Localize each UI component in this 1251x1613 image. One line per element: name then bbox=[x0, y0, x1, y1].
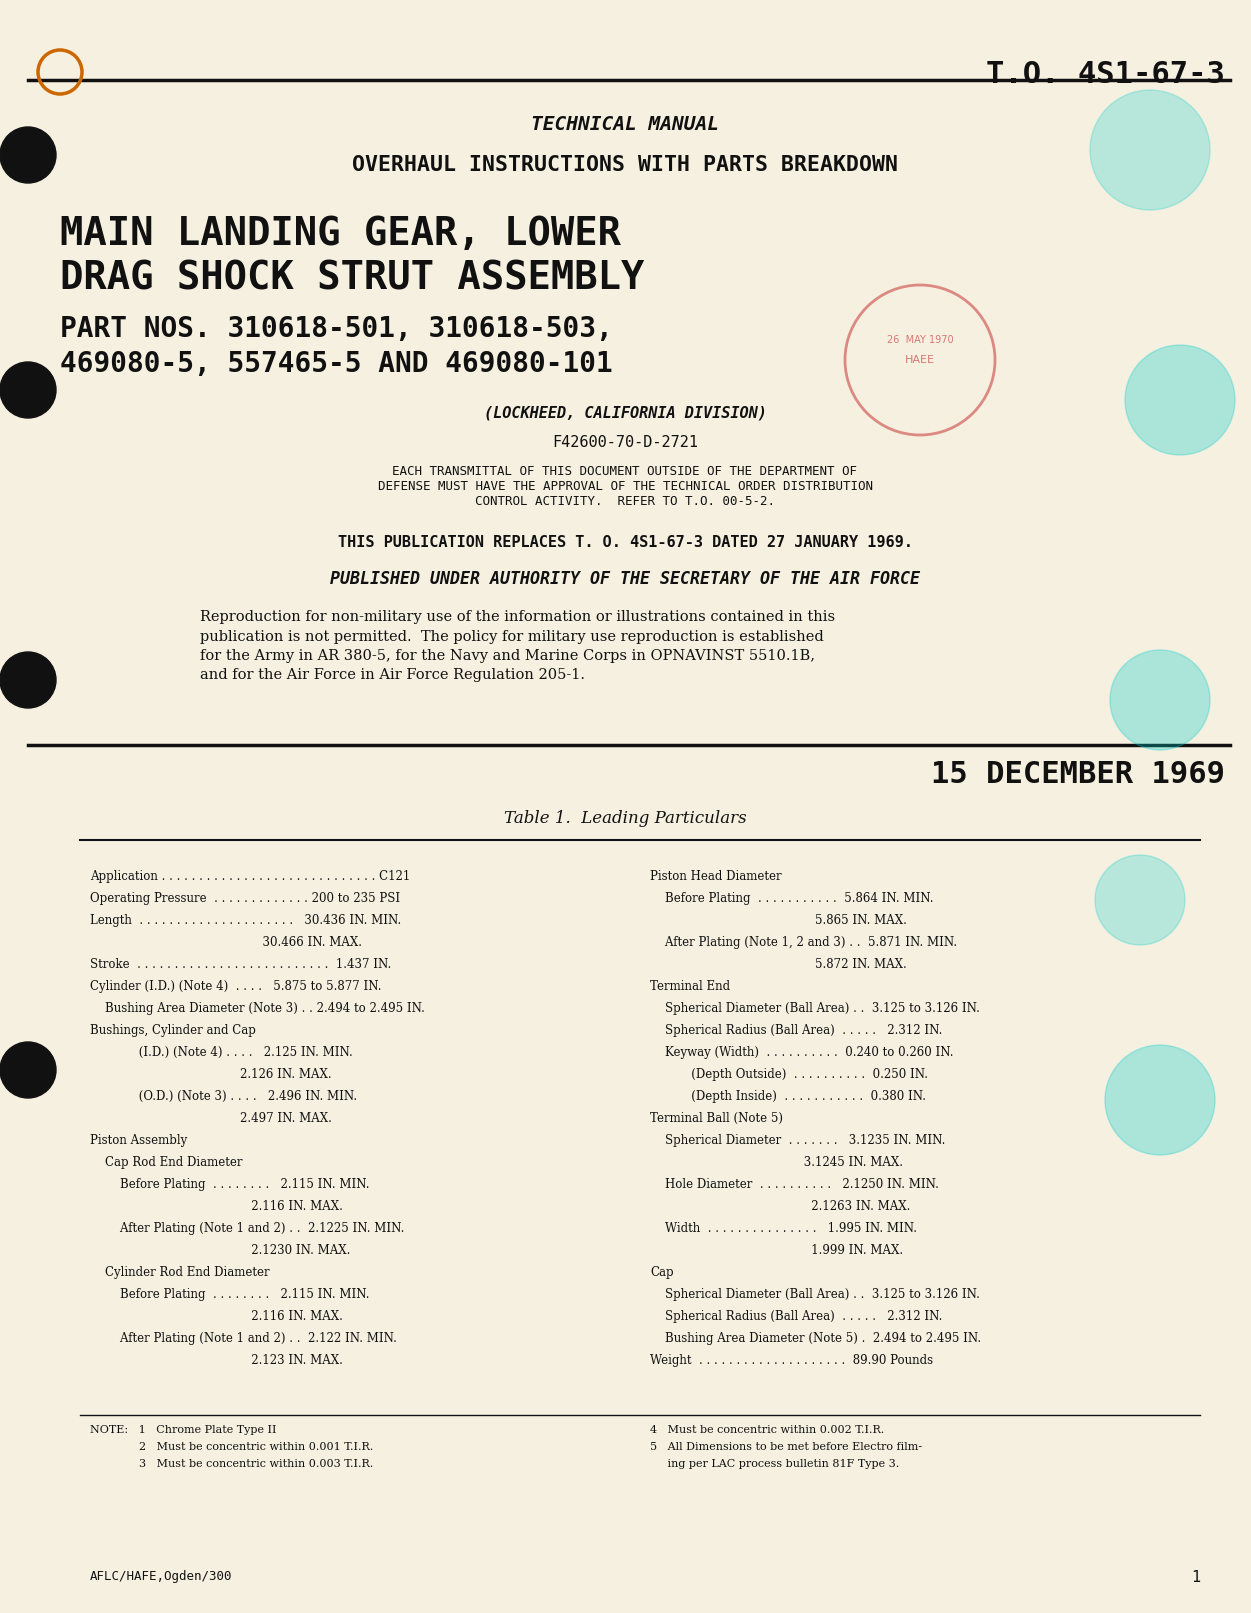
Text: After Plating (Note 1, 2 and 3) . .  5.871 IN. MIN.: After Plating (Note 1, 2 and 3) . . 5.87… bbox=[651, 936, 957, 948]
Text: EACH TRANSMITTAL OF THIS DOCUMENT OUTSIDE OF THE DEPARTMENT OF
DEFENSE MUST HAVE: EACH TRANSMITTAL OF THIS DOCUMENT OUTSID… bbox=[378, 465, 872, 508]
Text: NOTE:   1   Chrome Plate Type II: NOTE: 1 Chrome Plate Type II bbox=[90, 1424, 276, 1436]
Text: Before Plating  . . . . . . . .   2.115 IN. MIN.: Before Plating . . . . . . . . 2.115 IN.… bbox=[90, 1177, 369, 1190]
Text: 4   Must be concentric within 0.002 T.I.R.: 4 Must be concentric within 0.002 T.I.R. bbox=[651, 1424, 884, 1436]
Text: Terminal Ball (Note 5): Terminal Ball (Note 5) bbox=[651, 1111, 783, 1124]
Text: Reproduction for non-military use of the information or illustrations contained : Reproduction for non-military use of the… bbox=[200, 610, 836, 682]
Text: Operating Pressure  . . . . . . . . . . . . . 200 to 235 PSI: Operating Pressure . . . . . . . . . . .… bbox=[90, 892, 400, 905]
Circle shape bbox=[1090, 90, 1210, 210]
Text: AFLC/HAFE,Ogden/300: AFLC/HAFE,Ogden/300 bbox=[90, 1569, 233, 1582]
Text: Length  . . . . . . . . . . . . . . . . . . . . .   30.436 IN. MIN.: Length . . . . . . . . . . . . . . . . .… bbox=[90, 915, 402, 927]
Text: Cap Rod End Diameter: Cap Rod End Diameter bbox=[90, 1157, 243, 1169]
Text: 2.116 IN. MAX.: 2.116 IN. MAX. bbox=[90, 1310, 343, 1323]
Text: ing per LAC process bulletin 81F Type 3.: ing per LAC process bulletin 81F Type 3. bbox=[651, 1460, 899, 1469]
Circle shape bbox=[1110, 650, 1210, 750]
Text: F42600-70-D-2721: F42600-70-D-2721 bbox=[552, 436, 698, 450]
Text: 5.872 IN. MAX.: 5.872 IN. MAX. bbox=[651, 958, 907, 971]
Text: 2.1263 IN. MAX.: 2.1263 IN. MAX. bbox=[651, 1200, 911, 1213]
Circle shape bbox=[0, 361, 56, 418]
Text: THIS PUBLICATION REPLACES T. O. 4S1-67-3 DATED 27 JANUARY 1969.: THIS PUBLICATION REPLACES T. O. 4S1-67-3… bbox=[338, 536, 912, 550]
Text: 26  MAY 1970: 26 MAY 1970 bbox=[887, 336, 953, 345]
Text: 3   Must be concentric within 0.003 T.I.R.: 3 Must be concentric within 0.003 T.I.R. bbox=[90, 1460, 373, 1469]
Text: Cylinder Rod End Diameter: Cylinder Rod End Diameter bbox=[90, 1266, 270, 1279]
Text: (I.D.) (Note 4) . . . .   2.125 IN. MIN.: (I.D.) (Note 4) . . . . 2.125 IN. MIN. bbox=[90, 1045, 353, 1060]
Text: 2.126 IN. MAX.: 2.126 IN. MAX. bbox=[90, 1068, 332, 1081]
Circle shape bbox=[1125, 345, 1235, 455]
Text: After Plating (Note 1 and 2) . .  2.1225 IN. MIN.: After Plating (Note 1 and 2) . . 2.1225 … bbox=[90, 1223, 404, 1236]
Text: 5   All Dimensions to be met before Electro film-: 5 All Dimensions to be met before Electr… bbox=[651, 1442, 922, 1452]
Text: Application . . . . . . . . . . . . . . . . . . . . . . . . . . . . . C121: Application . . . . . . . . . . . . . . … bbox=[90, 869, 410, 882]
Text: Spherical Diameter (Ball Area) . .  3.125 to 3.126 IN.: Spherical Diameter (Ball Area) . . 3.125… bbox=[651, 1002, 980, 1015]
Text: Terminal End: Terminal End bbox=[651, 981, 731, 994]
Text: 2.1230 IN. MAX.: 2.1230 IN. MAX. bbox=[90, 1244, 350, 1257]
Text: Before Plating  . . . . . . . .   2.115 IN. MIN.: Before Plating . . . . . . . . 2.115 IN.… bbox=[90, 1289, 369, 1302]
Text: 1: 1 bbox=[1191, 1569, 1200, 1586]
Text: Bushing Area Diameter (Note 5) .  2.494 to 2.495 IN.: Bushing Area Diameter (Note 5) . 2.494 t… bbox=[651, 1332, 981, 1345]
Text: T.O. 4S1-67-3: T.O. 4S1-67-3 bbox=[986, 60, 1225, 89]
Circle shape bbox=[1095, 855, 1185, 945]
Text: PART NOS. 310618-501, 310618-503,: PART NOS. 310618-501, 310618-503, bbox=[60, 315, 613, 344]
Text: 2   Must be concentric within 0.001 T.I.R.: 2 Must be concentric within 0.001 T.I.R. bbox=[90, 1442, 373, 1452]
Text: After Plating (Note 1 and 2) . .  2.122 IN. MIN.: After Plating (Note 1 and 2) . . 2.122 I… bbox=[90, 1332, 397, 1345]
Text: 5.865 IN. MAX.: 5.865 IN. MAX. bbox=[651, 915, 907, 927]
Text: 2.497 IN. MAX.: 2.497 IN. MAX. bbox=[90, 1111, 332, 1124]
Text: Weight  . . . . . . . . . . . . . . . . . . . .  89.90 Pounds: Weight . . . . . . . . . . . . . . . . .… bbox=[651, 1353, 933, 1366]
Text: Spherical Radius (Ball Area)  . . . . .   2.312 IN.: Spherical Radius (Ball Area) . . . . . 2… bbox=[651, 1024, 942, 1037]
Text: HAEE: HAEE bbox=[904, 355, 934, 365]
Text: Spherical Diameter  . . . . . . .   3.1235 IN. MIN.: Spherical Diameter . . . . . . . 3.1235 … bbox=[651, 1134, 946, 1147]
Text: Cap: Cap bbox=[651, 1266, 673, 1279]
Text: Stroke  . . . . . . . . . . . . . . . . . . . . . . . . . .  1.437 IN.: Stroke . . . . . . . . . . . . . . . . .… bbox=[90, 958, 392, 971]
Text: DRAG SHOCK STRUT ASSEMBLY: DRAG SHOCK STRUT ASSEMBLY bbox=[60, 260, 644, 298]
Circle shape bbox=[0, 127, 56, 182]
Text: 3.1245 IN. MAX.: 3.1245 IN. MAX. bbox=[651, 1157, 903, 1169]
Text: Spherical Radius (Ball Area)  . . . . .   2.312 IN.: Spherical Radius (Ball Area) . . . . . 2… bbox=[651, 1310, 942, 1323]
Text: TECHNICAL MANUAL: TECHNICAL MANUAL bbox=[530, 115, 719, 134]
Text: Bushing Area Diameter (Note 3) . . 2.494 to 2.495 IN.: Bushing Area Diameter (Note 3) . . 2.494… bbox=[90, 1002, 425, 1015]
Text: Bushings, Cylinder and Cap: Bushings, Cylinder and Cap bbox=[90, 1024, 256, 1037]
Text: PUBLISHED UNDER AUTHORITY OF THE SECRETARY OF THE AIR FORCE: PUBLISHED UNDER AUTHORITY OF THE SECRETA… bbox=[330, 569, 919, 589]
Text: 2.123 IN. MAX.: 2.123 IN. MAX. bbox=[90, 1353, 343, 1366]
Text: 469080-5, 557465-5 AND 469080-101: 469080-5, 557465-5 AND 469080-101 bbox=[60, 350, 613, 377]
Text: (O.D.) (Note 3) . . . .   2.496 IN. MIN.: (O.D.) (Note 3) . . . . 2.496 IN. MIN. bbox=[90, 1090, 357, 1103]
Text: (Depth Inside)  . . . . . . . . . . .  0.380 IN.: (Depth Inside) . . . . . . . . . . . 0.3… bbox=[651, 1090, 926, 1103]
Text: (LOCKHEED, CALIFORNIA DIVISION): (LOCKHEED, CALIFORNIA DIVISION) bbox=[484, 405, 767, 419]
Text: Hole Diameter  . . . . . . . . . .   2.1250 IN. MIN.: Hole Diameter . . . . . . . . . . 2.1250… bbox=[651, 1177, 938, 1190]
Text: (Depth Outside)  . . . . . . . . . .  0.250 IN.: (Depth Outside) . . . . . . . . . . 0.25… bbox=[651, 1068, 928, 1081]
Text: 2.116 IN. MAX.: 2.116 IN. MAX. bbox=[90, 1200, 343, 1213]
Text: Before Plating  . . . . . . . . . . .  5.864 IN. MIN.: Before Plating . . . . . . . . . . . 5.8… bbox=[651, 892, 933, 905]
Text: Width  . . . . . . . . . . . . . . .   1.995 IN. MIN.: Width . . . . . . . . . . . . . . . 1.99… bbox=[651, 1223, 917, 1236]
Text: 1.999 IN. MAX.: 1.999 IN. MAX. bbox=[651, 1244, 903, 1257]
Text: Table 1.  Leading Particulars: Table 1. Leading Particulars bbox=[504, 810, 747, 827]
Circle shape bbox=[0, 652, 56, 708]
Circle shape bbox=[1105, 1045, 1215, 1155]
Text: Piston Head Diameter: Piston Head Diameter bbox=[651, 869, 782, 882]
Text: Keyway (Width)  . . . . . . . . . .  0.240 to 0.260 IN.: Keyway (Width) . . . . . . . . . . 0.240… bbox=[651, 1045, 953, 1060]
Text: Piston Assembly: Piston Assembly bbox=[90, 1134, 188, 1147]
Text: 30.466 IN. MAX.: 30.466 IN. MAX. bbox=[90, 936, 362, 948]
Text: OVERHAUL INSTRUCTIONS WITH PARTS BREAKDOWN: OVERHAUL INSTRUCTIONS WITH PARTS BREAKDO… bbox=[352, 155, 898, 174]
Text: 15 DECEMBER 1969: 15 DECEMBER 1969 bbox=[931, 760, 1225, 789]
Text: MAIN LANDING GEAR, LOWER: MAIN LANDING GEAR, LOWER bbox=[60, 215, 620, 253]
Text: Spherical Diameter (Ball Area) . .  3.125 to 3.126 IN.: Spherical Diameter (Ball Area) . . 3.125… bbox=[651, 1289, 980, 1302]
Circle shape bbox=[0, 1042, 56, 1098]
Text: Cylinder (I.D.) (Note 4)  . . . .   5.875 to 5.877 IN.: Cylinder (I.D.) (Note 4) . . . . 5.875 t… bbox=[90, 981, 382, 994]
